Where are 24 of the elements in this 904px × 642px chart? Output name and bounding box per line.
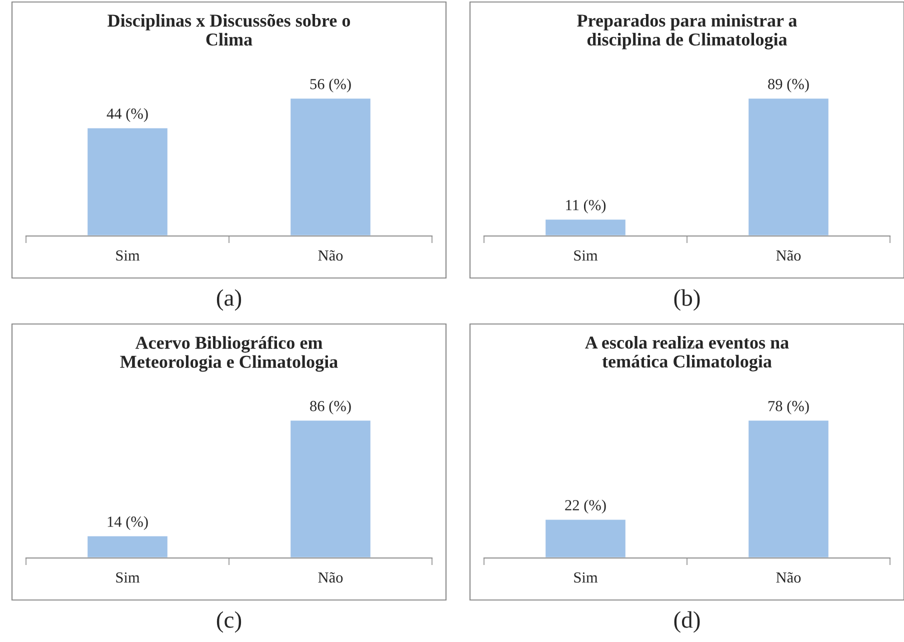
data-label: 11 (%) bbox=[566, 200, 606, 214]
x-tick-label: Não bbox=[318, 572, 343, 583]
x-tick-label: Sim bbox=[116, 250, 140, 261]
text: (b) bbox=[674, 289, 700, 311]
chart-title: A escola realiza eventos na temática Climatologia bbox=[585, 336, 789, 372]
x-tick-label: Sim bbox=[574, 572, 598, 583]
text: (c) bbox=[216, 611, 242, 633]
x-tick-label: Sim bbox=[574, 250, 598, 261]
chart-title: Acervo Bibliográfico em Meteorologia e Climatologia bbox=[120, 336, 338, 372]
x-tick-label: Sim bbox=[116, 572, 140, 583]
data-label: 89 (%) bbox=[768, 78, 809, 92]
data-label: 44 (%) bbox=[106, 108, 148, 122]
text: (d) bbox=[674, 611, 700, 633]
data-label: 22 (%) bbox=[565, 500, 606, 514]
text: (a) bbox=[216, 289, 242, 311]
x-tick-label: Não bbox=[776, 250, 801, 261]
data-label: 14 (%) bbox=[108, 516, 148, 530]
data-label: 56 (%) bbox=[310, 78, 351, 92]
chart-title: Preparados para ministrar a disciplina de Climatologia bbox=[577, 14, 797, 50]
x-tick-label: Não bbox=[776, 572, 801, 583]
data-label: 78 (%) bbox=[768, 400, 809, 414]
x-tick-label: Não bbox=[318, 250, 343, 261]
data-label: 86 (%) bbox=[310, 400, 351, 414]
chart-title: Disciplinas x Discussões sobre o Clima bbox=[108, 14, 350, 46]
